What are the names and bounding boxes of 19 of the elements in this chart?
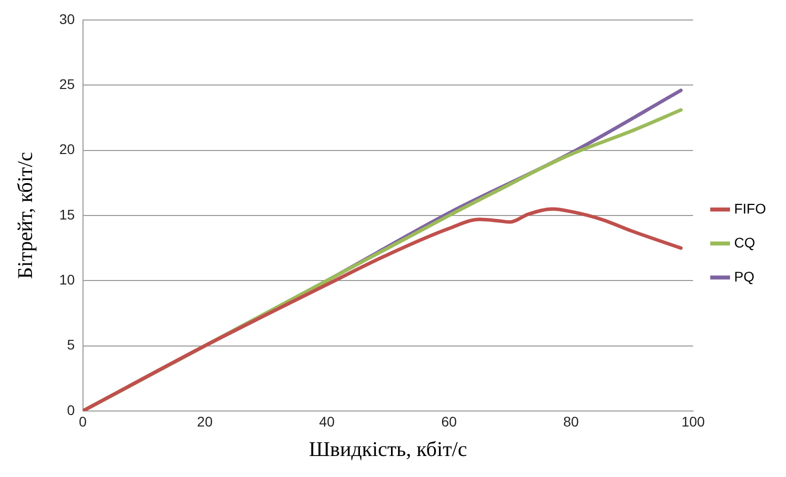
y-tick-label: 0 — [66, 402, 75, 418]
legend-label: PQ — [734, 268, 754, 284]
y-tick-label: 25 — [59, 76, 75, 92]
y-tick-label: 5 — [66, 336, 75, 353]
x-tick-label: 80 — [563, 413, 580, 430]
legend-label: FIFO — [734, 200, 766, 216]
y-tick-label: 20 — [59, 141, 75, 158]
y-tick-label: 10 — [59, 272, 75, 288]
x-tick-label: 0 — [78, 413, 87, 430]
y-axis-title: Бітрейт, кбіт/с — [13, 152, 38, 280]
x-tick-label: 20 — [197, 413, 213, 430]
x-tick-label: 40 — [319, 413, 335, 430]
x-tick-label: 60 — [441, 413, 457, 430]
line-series — [82, 207, 683, 411]
x-tick-label: 100 — [681, 413, 706, 430]
x-axis-title: Швидкість, кбіт/с — [308, 436, 468, 461]
legend-label: CQ — [734, 234, 756, 250]
y-tick-label: 15 — [59, 206, 75, 222]
y-tick-label: 30 — [59, 10, 75, 27]
